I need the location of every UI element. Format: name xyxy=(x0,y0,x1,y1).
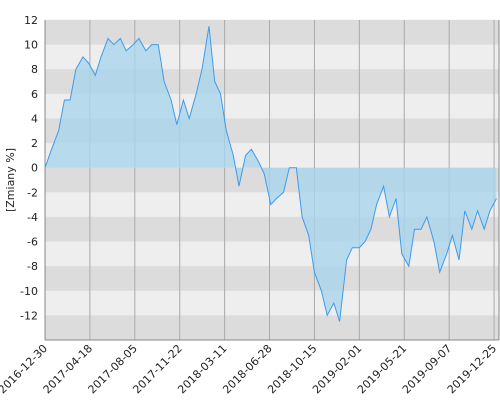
grid-band xyxy=(45,266,499,291)
area xyxy=(45,26,497,322)
y-tick-label: 8 xyxy=(31,63,38,76)
grid-band xyxy=(45,315,499,340)
line xyxy=(44,26,497,322)
y-tick-label: 4 xyxy=(31,112,38,125)
y-tick-label: -2 xyxy=(27,186,38,199)
y-tick-label: 0 xyxy=(31,162,38,175)
y-tick-label: -8 xyxy=(27,260,38,273)
y-tick-label: -12 xyxy=(20,309,38,322)
y-tick-label: 2 xyxy=(31,137,38,150)
y-tick-label: -10 xyxy=(20,285,38,298)
y-tick-label: 10 xyxy=(24,39,38,52)
y-axis-label: [Zmiany %] xyxy=(4,148,17,212)
y-tick-label: 12 xyxy=(24,14,38,27)
grid-band xyxy=(45,290,499,316)
y-tick-label: -6 xyxy=(27,236,38,249)
y-tick-label: -4 xyxy=(27,211,38,224)
grid-band xyxy=(45,20,499,45)
grid-band xyxy=(45,241,499,267)
y-tick-label: 6 xyxy=(31,88,38,101)
